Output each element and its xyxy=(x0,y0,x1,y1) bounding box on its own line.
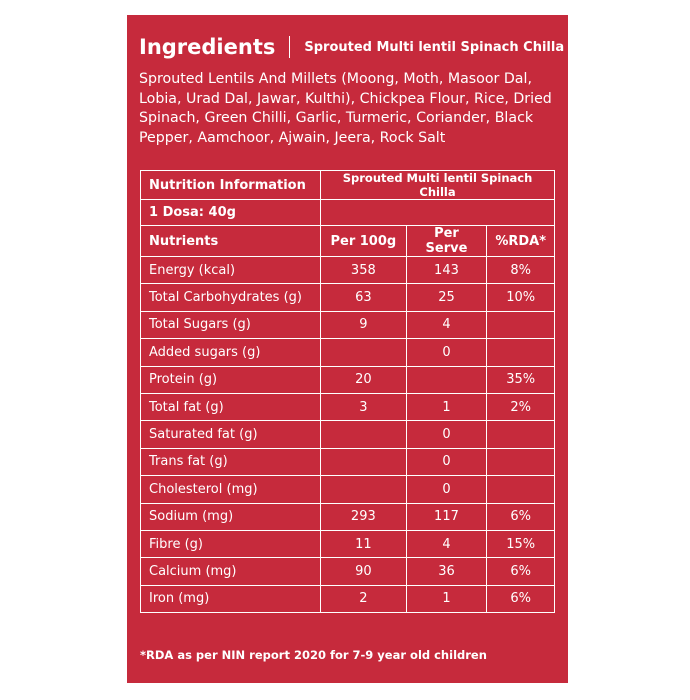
table-cell xyxy=(486,447,555,477)
table-row: Saturated fat (g) 0 xyxy=(139,420,555,449)
table-row: Energy (kcal) 358 143 8% xyxy=(139,255,555,285)
table-cell: 15% xyxy=(486,529,555,559)
subtitle: Sprouted Multi lentil Spinach Chilla xyxy=(304,39,565,55)
table-cell: 1 xyxy=(405,392,488,422)
table-cell: Fibre (g) xyxy=(139,529,322,559)
table-cell: Total fat (g) xyxy=(139,392,322,422)
table-cell: 358 xyxy=(320,255,407,285)
table-cell xyxy=(405,365,488,394)
table-cell: Added sugars (g) xyxy=(139,338,322,367)
table-row: Total Carbohydrates (g) 63 25 10% xyxy=(139,283,555,312)
table-cell: %RDA* xyxy=(486,225,555,257)
label-panel: Ingredients Sprouted Multi lentil Spinac… xyxy=(127,15,568,683)
table-cell: Total Sugars (g) xyxy=(139,310,322,340)
table-cell: 1 Dosa: 40g xyxy=(139,199,322,226)
table-row: Sodium (mg) 293 117 6% xyxy=(139,502,555,531)
table-cell xyxy=(486,310,555,340)
table-cell: 20 xyxy=(320,365,407,394)
table-row: Cholesterol (mg) 0 xyxy=(139,475,555,504)
table-row: Nutrients Per 100g Per Serve %RDA* xyxy=(139,225,555,257)
table-cell: Per Serve xyxy=(405,225,488,257)
footnote: *RDA as per NIN report 2020 for 7-9 year… xyxy=(140,648,487,662)
table-cell: 0 xyxy=(405,447,488,477)
table-cell: 0 xyxy=(405,475,488,504)
table-cell: 6% xyxy=(486,584,555,614)
table-cell: 2% xyxy=(486,392,555,422)
table-cell: Protein (g) xyxy=(139,365,322,394)
table-row: Protein (g) 20 35% xyxy=(139,365,555,394)
table-cell: Nutrition Information xyxy=(139,170,322,200)
nutrition-table: Nutrition Information Sprouted Multi lent… xyxy=(139,170,555,614)
table-cell: Trans fat (g) xyxy=(139,447,322,477)
table-cell: 36 xyxy=(405,557,488,586)
table-cell: 10% xyxy=(486,283,555,312)
table-row: Total fat (g) 3 1 2% xyxy=(139,392,555,422)
table-cell: Sodium (mg) xyxy=(139,502,322,531)
separator xyxy=(289,36,291,58)
table-cell: 35% xyxy=(486,365,555,394)
table-cell: 4 xyxy=(405,529,488,559)
header: Ingredients Sprouted Multi lentil Spinac… xyxy=(139,35,564,59)
table-cell: Iron (mg) xyxy=(139,584,322,614)
table-cell: 143 xyxy=(405,255,488,285)
table-cell xyxy=(320,447,407,477)
ingredients: Sprouted Lentils And Millets (Moong, Mot… xyxy=(139,71,552,146)
table-cell: Calcium (mg) xyxy=(139,557,322,586)
table-cell: 90 xyxy=(320,557,407,586)
table-cell: 9 xyxy=(320,310,407,340)
table-cell: 6% xyxy=(486,557,555,586)
table-row: Total Sugars (g) 9 4 xyxy=(139,310,555,340)
table-cell: 11 xyxy=(320,529,407,559)
table-cell xyxy=(320,475,407,504)
table-row: Trans fat (g) 0 xyxy=(139,447,555,477)
table-cell: 293 xyxy=(320,502,407,531)
table-cell: 117 xyxy=(405,502,488,531)
table-cell: Cholesterol (mg) xyxy=(139,475,322,504)
table-cell xyxy=(486,420,555,449)
table-cell: 8% xyxy=(486,255,555,285)
table-row: Calcium (mg) 90 36 6% xyxy=(139,557,555,586)
table-cell: 0 xyxy=(405,420,488,449)
table-cell: 6% xyxy=(486,502,555,531)
table-cell: 25 xyxy=(405,283,488,312)
table-row: 1 Dosa: 40g xyxy=(139,199,555,226)
table-cell: 1 xyxy=(405,584,488,614)
table-cell: 4 xyxy=(405,310,488,340)
table-cell xyxy=(320,199,555,226)
table-cell: Total Carbohydrates (g) xyxy=(139,283,322,312)
table-cell: Nutrients xyxy=(139,225,322,257)
table-row: Nutrition Information Sprouted Multi lent… xyxy=(139,170,555,200)
table-cell xyxy=(320,338,407,367)
table-cell: Per 100g xyxy=(320,225,407,257)
table-cell: 0 xyxy=(405,338,488,367)
table-cell: Saturated fat (g) xyxy=(139,420,322,449)
table-cell xyxy=(486,338,555,367)
table-cell: Sprouted Multi lentil Spinach Chilla xyxy=(320,170,555,200)
table-cell: Energy (kcal) xyxy=(139,255,322,285)
title: Ingredients xyxy=(139,35,276,59)
table-cell xyxy=(320,420,407,449)
table-cell xyxy=(486,475,555,504)
table-row: Iron (mg) 2 1 6% xyxy=(139,584,555,614)
table-row: Added sugars (g) 0 xyxy=(139,338,555,367)
table-row: Fibre (g) 11 4 15% xyxy=(139,529,555,559)
table-cell: 3 xyxy=(320,392,407,422)
table-cell: 63 xyxy=(320,283,407,312)
table-cell: 2 xyxy=(320,584,407,614)
